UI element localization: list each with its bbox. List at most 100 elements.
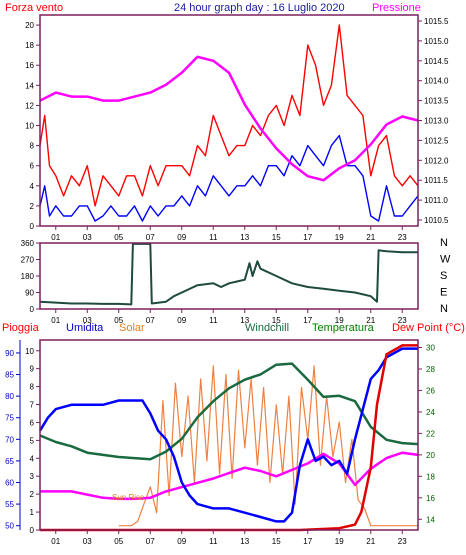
y-left-tick-label: 20	[25, 21, 34, 30]
y-tick-label: 360	[21, 239, 35, 248]
rain-tick-label: 6	[30, 418, 35, 427]
x-tick-label: 05	[114, 316, 123, 325]
y-right-tick-label: 1010.5	[424, 216, 449, 225]
x-tick-label: 07	[146, 233, 155, 242]
y-left-tick-label: 12	[25, 101, 34, 110]
gust-series	[39, 24, 419, 207]
rain-tick-label: 0	[30, 526, 35, 535]
humidity-tick-label: 55	[5, 500, 14, 509]
legend-temperature: Temperatura	[312, 322, 375, 334]
x-tick-label: 05	[114, 537, 123, 546]
x-tick-label: 03	[83, 233, 92, 242]
x-tick-label: 11	[209, 316, 218, 325]
dew-point-series	[40, 451, 419, 501]
rain-tick-label: 1	[30, 508, 35, 517]
humidity-tick-label: 65	[5, 457, 14, 466]
x-tick-label: 09	[177, 233, 186, 242]
y-right-tick-label: 1011.5	[424, 176, 448, 185]
compass-label: S	[440, 270, 447, 282]
legend-solar: Solar	[119, 322, 145, 334]
legend-dew-point: Dew Point (°C)	[392, 322, 465, 334]
humidity-tick-label: 60	[5, 479, 14, 488]
y-left-tick-label: 14	[25, 81, 34, 90]
temp-tick-label: 16	[426, 494, 435, 503]
y-right-tick-label: 1012.0	[424, 156, 449, 165]
compass-label: W	[440, 254, 451, 266]
x-tick-label: 09	[177, 316, 186, 325]
humidity-tick-label: 70	[5, 435, 14, 444]
temp-tick-label: 22	[426, 429, 435, 438]
y-left-tick-label: 2	[30, 202, 35, 211]
y-right-tick-label: 1012.5	[424, 136, 449, 145]
rain-tick-label: 4	[30, 454, 35, 463]
rain-tick-label: 5	[30, 436, 35, 445]
y-left-tick-label: 6	[30, 162, 35, 171]
wind-pressure-panel: 0 2 4 6 8 10 12 14 16 18 20 1010.5 1011.0 1011.5 1012.…	[25, 14, 449, 242]
x-tick-label: 13	[240, 233, 249, 242]
y-right-tick-label: 1015.0	[424, 37, 449, 46]
y-tick-label: 0	[30, 305, 35, 314]
x-tick-label: 21	[366, 233, 375, 242]
temp-tick-label: 20	[426, 451, 435, 460]
compass-label: N	[440, 303, 448, 315]
x-tick-label: 19	[335, 233, 344, 242]
temp-tick-label: 26	[426, 386, 435, 395]
legend-humidity: Umidita	[66, 322, 104, 334]
rain-tick-label: 2	[30, 490, 35, 499]
x-tick-label: 23	[398, 316, 407, 325]
y-left-tick-label: 10	[25, 122, 34, 131]
temperature-humidity-panel: 0123456789105055606570758085901416182022…	[5, 339, 435, 546]
legend-rain: Pioggia	[2, 322, 40, 334]
y-left-tick-label: 0	[30, 222, 35, 231]
x-tick-label: 13	[240, 537, 249, 546]
x-tick-label: 11	[209, 537, 218, 546]
y-tick-label: 270	[21, 256, 35, 265]
wind-axis-label: Forza vento	[5, 2, 63, 14]
x-tick-label: 23	[398, 233, 407, 242]
humidity-tick-label: 90	[5, 349, 14, 358]
y-tick-label: 90	[25, 289, 34, 298]
solar-series	[118, 365, 418, 527]
x-tick-label: 09	[177, 537, 186, 546]
x-tick-label: 11	[209, 233, 218, 242]
x-tick-label: 15	[272, 537, 281, 546]
rain-tick-label: 3	[30, 472, 35, 481]
x-tick-label: 15	[272, 316, 281, 325]
compass-label: E	[440, 287, 447, 299]
y-left-tick-label: 8	[30, 142, 35, 151]
x-tick-label: 07	[146, 537, 155, 546]
humidity-series	[38, 347, 418, 523]
compass-label: N	[440, 237, 448, 249]
y-right-tick-label: 1014.0	[424, 77, 449, 86]
humidity-tick-label: 85	[5, 371, 14, 380]
rain-tick-label: 10	[25, 347, 34, 356]
x-tick-label: 17	[303, 233, 312, 242]
x-tick-label: 21	[366, 537, 375, 546]
humidity-tick-label: 50	[5, 522, 14, 531]
x-tick-label: 17	[303, 316, 312, 325]
x-tick-label: 01	[51, 537, 60, 546]
rain-tick-label: 9	[30, 365, 35, 374]
x-tick-label: 01	[51, 316, 60, 325]
humidity-tick-label: 75	[5, 414, 14, 423]
x-tick-label: 19	[335, 537, 344, 546]
x-tick-label: 05	[114, 233, 123, 242]
x-tick-label: 23	[398, 537, 407, 546]
x-tick-label: 17	[303, 537, 312, 546]
y-right-tick-label: 1013.0	[424, 117, 449, 126]
pressure-axis-label: Pressione	[372, 2, 421, 14]
y-right-tick-label: 1014.5	[424, 57, 449, 66]
x-tick-label: 15	[272, 233, 281, 242]
x-tick-label: 03	[83, 537, 92, 546]
direction-series	[39, 242, 418, 306]
temp-tick-label: 30	[426, 344, 435, 353]
y-left-tick-label: 18	[25, 41, 34, 50]
y-right-tick-label: 1013.5	[424, 97, 449, 106]
rain-tick-label: 8	[30, 383, 35, 392]
x-tick-label: 21	[366, 316, 375, 325]
sun-rise-annotation: Sun Rise	[112, 493, 145, 502]
x-tick-label: 13	[240, 316, 249, 325]
temp-tick-label: 18	[426, 472, 435, 481]
